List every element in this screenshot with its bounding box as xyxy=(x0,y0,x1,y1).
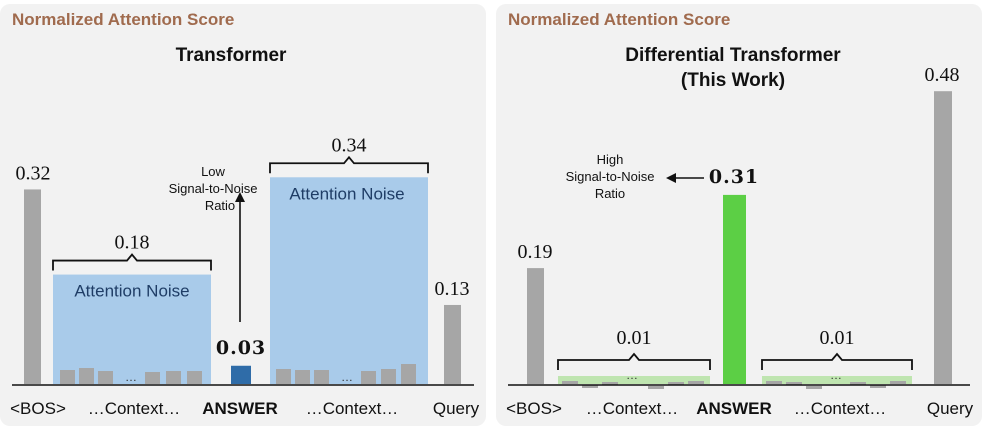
chart-subtitle: (This Work) xyxy=(681,70,785,91)
context-token-bar xyxy=(381,369,396,384)
attention-noise-region-1 xyxy=(558,376,710,384)
value-label-context-1: 0.01 xyxy=(617,327,652,349)
value-label-context-2: 0.34 xyxy=(332,134,367,156)
x-tick-label: …Context… xyxy=(306,399,399,418)
context-token-bar xyxy=(276,369,291,384)
bar-answer xyxy=(231,365,251,384)
context-token-bar xyxy=(60,370,75,384)
bar-bos xyxy=(527,268,544,384)
snr-annotation-line-2: Signal-to-Noise xyxy=(566,169,655,184)
transformer-chart: Transformer 0.32 Attention Noise 0.18 … 0.03 L… xyxy=(10,45,480,418)
value-label-bos: 0.32 xyxy=(16,162,51,184)
bar-bos xyxy=(24,189,41,384)
context-token-bar xyxy=(668,382,684,385)
attention-noise-region-2 xyxy=(762,376,912,384)
value-label-bos: 0.19 xyxy=(518,241,553,263)
x-tick-label: …Context… xyxy=(586,399,679,418)
x-tick-label: <BOS> xyxy=(10,399,66,418)
context-token-bar xyxy=(187,371,202,384)
snr-arrowhead xyxy=(666,173,676,183)
value-label-context-2: 0.01 xyxy=(820,327,855,349)
context-token-bar xyxy=(562,381,578,384)
context-ellipsis: … xyxy=(341,370,353,384)
context-token-bar xyxy=(582,385,598,388)
snr-annotation-line-2: Signal-to-Noise xyxy=(169,181,258,196)
context-ellipsis: … xyxy=(830,368,842,382)
brace-context-1 xyxy=(52,253,212,271)
diff-transformer-chart: Differential Transformer (This Work) 0.19 0… xyxy=(506,45,974,418)
x-tick-label: …Context… xyxy=(794,399,887,418)
context-token-bar xyxy=(786,382,802,385)
brace-context-2 xyxy=(761,352,913,370)
context-token-bar xyxy=(295,370,310,384)
context-token-bar xyxy=(870,385,886,388)
value-label-query: 0.48 xyxy=(925,64,960,86)
chart-title: Differential Transformer xyxy=(625,45,841,66)
value-label-query: 0.13 xyxy=(435,278,470,300)
snr-annotation-line-3: Ratio xyxy=(595,186,625,201)
bar-answer xyxy=(723,194,746,384)
context-token-bar xyxy=(648,386,664,389)
chart-title: Transformer xyxy=(176,45,287,66)
x-tick-label: <BOS> xyxy=(506,399,562,418)
attention-noise-region-2 xyxy=(270,177,428,384)
snr-annotation-line-3: Ratio xyxy=(205,198,235,213)
attention-noise-label-2: Attention Noise xyxy=(289,184,404,203)
brace-context-1 xyxy=(557,352,711,370)
panel-header: Normalized Attention Score xyxy=(12,10,235,29)
x-tick-label: Query xyxy=(433,399,480,418)
context-token-bar xyxy=(79,368,94,384)
snr-annotation-line-1: High xyxy=(597,152,624,167)
attention-noise-region-1 xyxy=(53,274,211,384)
context-token-bar xyxy=(766,381,782,384)
context-token-bar xyxy=(602,382,618,385)
context-token-bar xyxy=(98,371,113,384)
value-label-context-1: 0.18 xyxy=(115,232,150,254)
panel-header: Normalized Attention Score xyxy=(508,10,731,29)
transformer-panel: Normalized Attention Score Transformer 0.… xyxy=(0,4,486,426)
context-token-bar xyxy=(314,370,329,384)
diff-transformer-panel: Normalized Attention Score Differential … xyxy=(496,4,982,426)
x-tick-label: ANSWER xyxy=(202,399,278,418)
value-label-answer: 0.03 xyxy=(216,337,266,359)
context-ellipsis: … xyxy=(125,370,137,384)
context-token-bar xyxy=(806,386,822,389)
context-ellipsis: … xyxy=(626,368,638,382)
snr-arrowhead xyxy=(235,192,245,202)
context-token-bar xyxy=(166,371,181,384)
x-tick-label: …Context… xyxy=(88,399,181,418)
context-token-bar xyxy=(145,372,160,384)
bar-query xyxy=(934,91,952,384)
context-token-bar xyxy=(850,382,866,385)
context-token-bar xyxy=(361,371,376,384)
x-tick-label: Query xyxy=(927,399,974,418)
value-label-answer: 0.31 xyxy=(709,166,759,188)
context-token-bar xyxy=(688,381,704,384)
x-tick-label: ANSWER xyxy=(696,399,772,418)
attention-noise-label-1: Attention Noise xyxy=(74,282,189,301)
snr-annotation-line-1: Low xyxy=(201,164,225,179)
brace-context-2 xyxy=(269,155,429,174)
context-token-bar xyxy=(890,381,906,384)
bar-query xyxy=(444,304,461,384)
context-token-bar xyxy=(401,364,416,384)
